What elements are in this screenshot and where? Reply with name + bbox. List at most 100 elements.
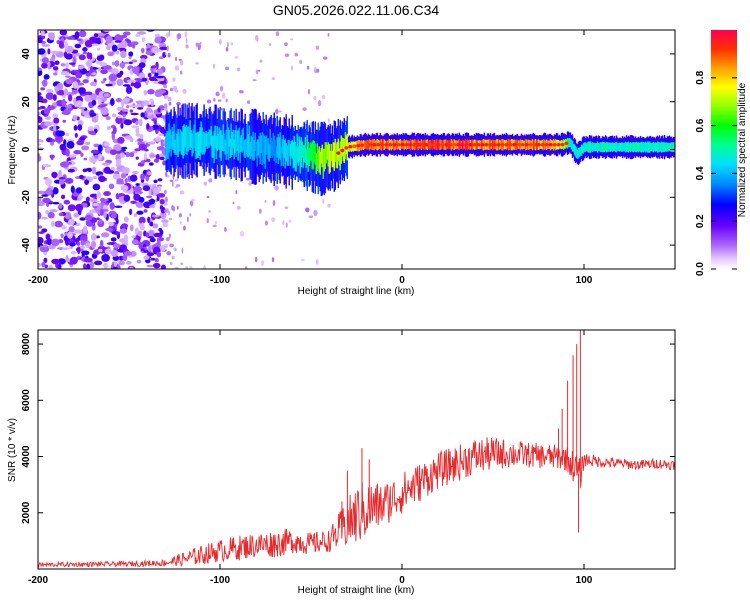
noise-blob bbox=[97, 98, 102, 105]
noise-blob bbox=[208, 178, 213, 183]
ridge-core bbox=[324, 142, 326, 169]
ridge-core bbox=[189, 120, 191, 151]
noise-blob bbox=[78, 54, 86, 61]
noise-blob bbox=[82, 225, 88, 234]
noise-blob bbox=[163, 209, 168, 213]
noise-blob bbox=[140, 222, 145, 229]
noise-blob bbox=[47, 211, 55, 219]
noise-blob bbox=[85, 242, 91, 249]
noise-blob bbox=[67, 94, 73, 102]
noise-blob bbox=[123, 216, 129, 223]
noise-blob bbox=[322, 198, 325, 204]
ridge-core bbox=[574, 145, 577, 157]
noise-blob bbox=[81, 202, 88, 208]
noise-blob bbox=[68, 226, 75, 233]
noise-blob bbox=[159, 46, 169, 51]
noise-blob bbox=[90, 233, 97, 241]
noise-blob bbox=[119, 62, 126, 68]
noise-blob bbox=[132, 170, 139, 175]
ridge-peak bbox=[404, 143, 409, 147]
noise-blob bbox=[65, 78, 74, 85]
noise-blob bbox=[147, 112, 153, 116]
noise-blob bbox=[158, 227, 163, 232]
ridge-core bbox=[183, 124, 185, 156]
noise-blob bbox=[115, 218, 119, 225]
ridge-core bbox=[663, 142, 666, 152]
noise-blob bbox=[168, 30, 171, 37]
noise-blob bbox=[45, 188, 53, 196]
ridge-core bbox=[581, 145, 584, 154]
noise-blob bbox=[52, 187, 59, 195]
ridge-core bbox=[319, 151, 321, 175]
ridge-core bbox=[177, 129, 179, 158]
ridge-core bbox=[217, 133, 219, 149]
noise-blob bbox=[142, 101, 150, 106]
noise-blob bbox=[114, 205, 123, 209]
ridge-core bbox=[595, 143, 598, 152]
ridge-core bbox=[204, 132, 206, 153]
ridge-core bbox=[604, 143, 607, 152]
ridge-core bbox=[247, 134, 249, 158]
noise-blob bbox=[185, 37, 188, 44]
noise-blob bbox=[147, 216, 151, 224]
ridge-core bbox=[570, 139, 573, 150]
ridge-core bbox=[297, 146, 299, 166]
noise-blob bbox=[159, 205, 164, 210]
noise-blob bbox=[89, 65, 94, 74]
ridge-core bbox=[650, 143, 653, 152]
ridge-core bbox=[188, 126, 190, 149]
noise-blob bbox=[125, 151, 130, 158]
noise-blob bbox=[224, 226, 227, 232]
ridge-core bbox=[659, 142, 662, 152]
noise-blob bbox=[38, 92, 42, 97]
noise-blob bbox=[103, 65, 112, 70]
noise-blob bbox=[112, 173, 121, 180]
noise-blob bbox=[45, 116, 52, 121]
noise-blob bbox=[203, 264, 206, 269]
noise-blob bbox=[180, 262, 184, 265]
ridge-core bbox=[301, 141, 303, 158]
noise-blob bbox=[90, 93, 98, 101]
noise-blob bbox=[94, 37, 101, 42]
ridge-core bbox=[263, 135, 265, 164]
noise-blob bbox=[67, 168, 75, 173]
noise-blob bbox=[84, 257, 93, 263]
ridge-peak bbox=[364, 143, 369, 147]
ridge-core bbox=[326, 144, 328, 160]
noise-blob bbox=[327, 118, 330, 123]
noise-blob bbox=[117, 136, 125, 144]
noise-blob bbox=[132, 43, 136, 49]
noise-blob bbox=[141, 77, 148, 82]
noise-blob bbox=[157, 178, 163, 182]
ridge-peak bbox=[488, 143, 493, 147]
ridge-core bbox=[617, 143, 620, 152]
noise-blob bbox=[214, 220, 218, 225]
noise-blob bbox=[65, 132, 70, 137]
noise-blob bbox=[173, 85, 178, 92]
noise-blob bbox=[96, 55, 104, 61]
noise-blob bbox=[61, 110, 71, 116]
noise-blob bbox=[49, 209, 58, 213]
ridge-core bbox=[616, 142, 619, 152]
noise-blob bbox=[99, 62, 108, 67]
ridge-core bbox=[320, 148, 322, 164]
noise-blob bbox=[69, 242, 76, 247]
noise-blob bbox=[113, 266, 118, 269]
noise-blob bbox=[57, 258, 66, 265]
ridge-core bbox=[298, 136, 300, 162]
ridge-core bbox=[231, 132, 233, 155]
ridge-core bbox=[618, 142, 621, 152]
noise-blob bbox=[120, 201, 125, 205]
noise-blob bbox=[54, 134, 64, 143]
ridge-core bbox=[588, 141, 591, 153]
noise-blob bbox=[140, 54, 148, 60]
ridge-peak bbox=[504, 143, 509, 147]
ridge-core bbox=[281, 139, 283, 154]
ridge-core bbox=[322, 148, 324, 179]
noise-blob bbox=[40, 87, 45, 91]
ridge-core bbox=[201, 127, 203, 155]
noise-blob bbox=[105, 83, 113, 87]
ridge-peak bbox=[396, 143, 401, 147]
noise-blob bbox=[58, 179, 65, 185]
noise-blob bbox=[67, 104, 72, 109]
